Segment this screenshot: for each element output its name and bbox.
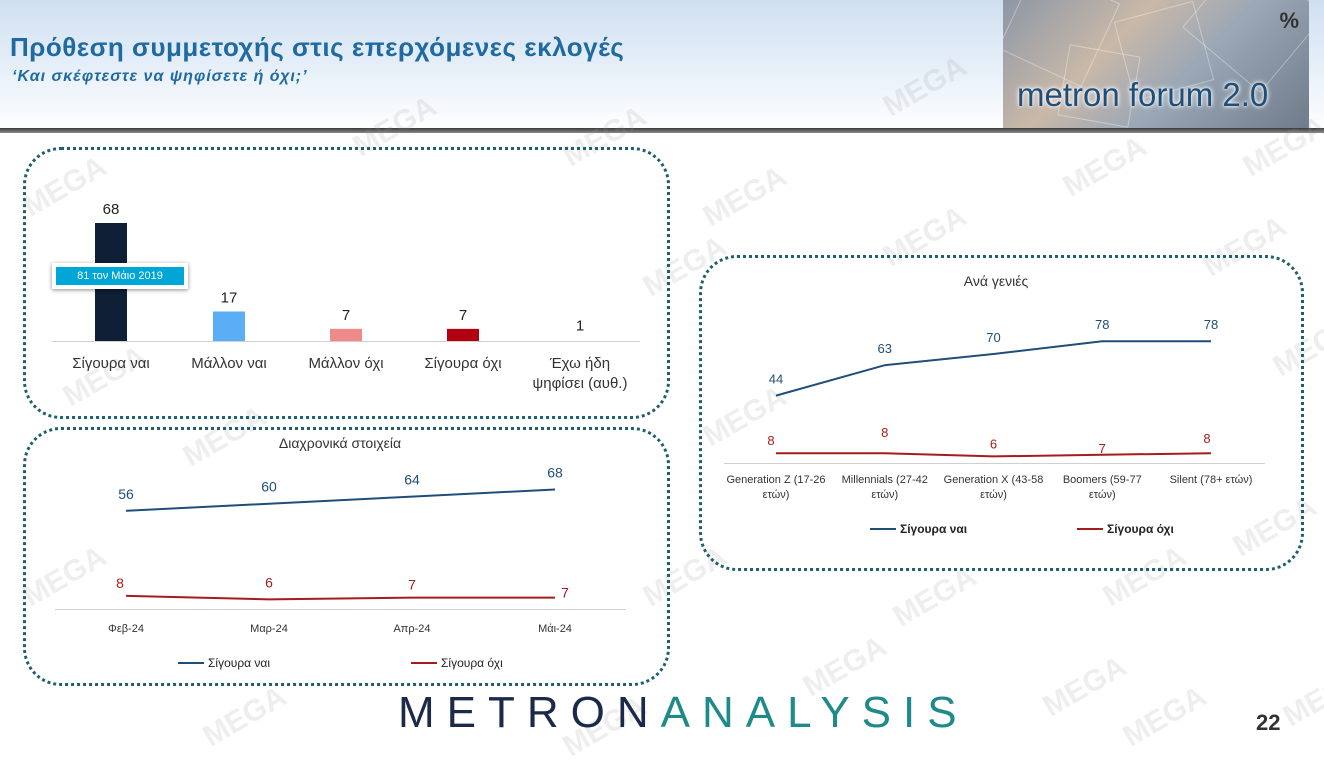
percent-icon: % [1279, 8, 1299, 33]
data-label: 8 [767, 433, 774, 448]
bar-category-label: Σίγουρα όχι [424, 355, 501, 372]
panel-generations [699, 255, 1304, 571]
legend-label: Σίγουρα όχι [1107, 522, 1174, 536]
data-label: 64 [404, 472, 420, 488]
data-label: 6 [265, 574, 273, 590]
data-label: 63 [878, 341, 892, 356]
bar-category-label: ψηφίσει (αυθ.) [533, 375, 628, 392]
series-line [125, 594, 555, 601]
bar [330, 328, 362, 341]
category-label: Silent (78+ ετών) [1170, 474, 1253, 486]
series-line [775, 340, 1211, 397]
bar-category-label: Σίγουρα ναι [72, 355, 150, 372]
category-label: ετών) [871, 489, 898, 501]
legend-label: Σίγουρα ναι [900, 522, 967, 536]
category-label: Generation Z (17-26 [726, 474, 825, 486]
data-label: 78 [1204, 317, 1218, 332]
line-chart-title: Διαχρονικά στοιχεία [279, 435, 401, 451]
bar-value-label: 1 [576, 317, 584, 334]
category-label: ετών) [763, 489, 790, 501]
category-label: ετών) [1089, 489, 1116, 501]
bar-value-label: 7 [459, 307, 467, 324]
data-label: 56 [118, 486, 134, 502]
panel-intention [23, 147, 670, 419]
data-label: 7 [561, 585, 569, 601]
bar [213, 311, 245, 341]
bar-value-label: 17 [221, 290, 238, 307]
logo-text: metron forum 2.0 [1017, 76, 1269, 113]
data-label: 78 [1095, 317, 1109, 332]
data-label: 60 [261, 479, 277, 495]
bar-value-label: 7 [342, 307, 350, 324]
data-label: 44 [769, 372, 783, 387]
category-label: Απρ-24 [393, 623, 430, 635]
bar-category-label: Έχω ήδη [549, 355, 610, 372]
data-label: 8 [116, 575, 124, 591]
data-label: 7 [1099, 441, 1106, 456]
brand-metron: METRON [398, 688, 661, 737]
metron-forum-logo: metron forum 2.0 % [1003, 0, 1309, 128]
bar-category-label: Μάλλον ναι [191, 355, 266, 372]
page-title: Πρόθεση συμμετοχής στις επερχόμενες εκλο… [10, 32, 625, 62]
data-label: 70 [986, 330, 1000, 345]
page-subtitle: ‘Και σκέφτεστε να ψηφίσετε ή όχι;’ [12, 68, 308, 85]
series-line [776, 452, 1212, 458]
data-label: 68 [547, 465, 563, 481]
bar-value-label: 68 [103, 201, 120, 218]
category-label: Boomers (59-77 [1063, 474, 1142, 486]
data-label: 6 [990, 436, 997, 451]
callout-text: 81 τον Μάιο 2019 [56, 267, 184, 285]
data-label: 8 [1203, 431, 1210, 446]
callout-2019: 81 τον Μάιο 2019 [52, 263, 188, 289]
series-line [125, 488, 556, 512]
data-label: 8 [881, 425, 888, 440]
category-label: Μάι-24 [538, 623, 572, 635]
category-label: Φεβ-24 [108, 623, 144, 635]
category-label: Μαρ-24 [250, 623, 288, 635]
line-chart-title: Ανά γενιές [964, 273, 1029, 289]
panel-timeline [23, 427, 670, 686]
category-label: Millennials (27-42 [842, 474, 928, 486]
bar-category-label: Μάλλον όχι [308, 355, 383, 372]
metron-analysis-logo: METRONANALYSIS [398, 688, 969, 738]
category-label: ετών) [980, 489, 1007, 501]
page-number: 22 [1256, 710, 1281, 735]
data-label: 7 [408, 577, 416, 593]
brand-analysis: ANALYSIS [660, 688, 969, 737]
legend-label: Σίγουρα όχι [441, 656, 503, 670]
legend-label: Σίγουρα ναι [208, 656, 270, 670]
category-label: Generation X (43-58 [944, 474, 1044, 486]
bar [447, 328, 479, 341]
header-divider [0, 128, 1324, 133]
